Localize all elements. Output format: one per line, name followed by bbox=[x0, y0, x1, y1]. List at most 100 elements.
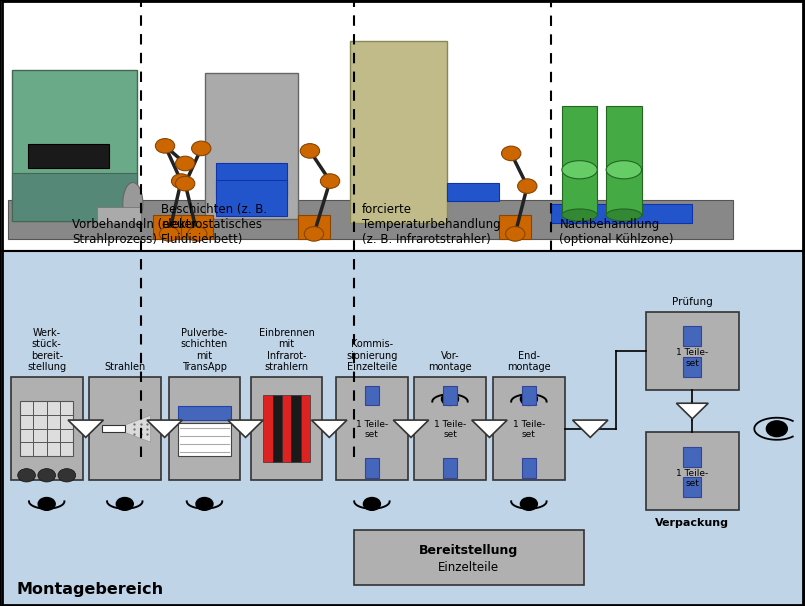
Bar bbox=[20, 402, 73, 456]
Bar bbox=[606, 106, 642, 215]
Bar bbox=[683, 326, 701, 346]
Text: 1 Teile-
set: 1 Teile- set bbox=[434, 419, 466, 439]
Circle shape bbox=[441, 393, 459, 405]
Bar bbox=[683, 478, 701, 498]
Circle shape bbox=[188, 227, 207, 241]
Text: Montagebereich: Montagebereich bbox=[16, 582, 163, 597]
Text: Vorbehandeln (neuer
Strahlprozess): Vorbehandeln (neuer Strahlprozess) bbox=[72, 218, 197, 247]
Text: Prüfung: Prüfung bbox=[672, 297, 712, 307]
Text: 1 Teile-
set: 1 Teile- set bbox=[676, 348, 708, 367]
Bar bbox=[216, 180, 287, 216]
Circle shape bbox=[159, 227, 179, 241]
Circle shape bbox=[304, 227, 324, 241]
Polygon shape bbox=[228, 420, 263, 438]
Circle shape bbox=[766, 421, 787, 436]
Bar bbox=[205, 73, 298, 219]
Bar bbox=[97, 207, 141, 222]
Circle shape bbox=[175, 156, 195, 171]
Circle shape bbox=[320, 174, 340, 188]
Bar bbox=[415, 378, 486, 480]
Circle shape bbox=[171, 174, 191, 188]
Text: End-
montage: End- montage bbox=[507, 351, 551, 373]
Bar bbox=[28, 144, 109, 168]
Ellipse shape bbox=[562, 209, 597, 221]
Bar bbox=[0, 0, 805, 251]
Bar bbox=[646, 311, 739, 390]
Bar bbox=[0, 251, 805, 606]
Bar bbox=[153, 215, 185, 239]
Bar bbox=[89, 378, 161, 480]
Text: 1 Teile-
set: 1 Teile- set bbox=[513, 419, 545, 439]
Bar bbox=[443, 459, 457, 478]
Bar bbox=[263, 396, 273, 462]
Bar bbox=[493, 378, 565, 480]
Text: Kommis-
sionierung
Einzelteile: Kommis- sionierung Einzelteile bbox=[346, 339, 398, 373]
Text: Strahlen: Strahlen bbox=[104, 362, 146, 373]
Bar bbox=[282, 396, 291, 462]
Bar bbox=[562, 106, 597, 215]
Bar bbox=[350, 41, 447, 222]
Bar bbox=[365, 459, 379, 478]
Text: Beschichten (z. B.
elektrostatisches
Fluidisierbett): Beschichten (z. B. elektrostatisches Flu… bbox=[161, 204, 267, 247]
Bar bbox=[291, 396, 300, 462]
Ellipse shape bbox=[562, 161, 597, 179]
Circle shape bbox=[18, 468, 35, 482]
Bar bbox=[169, 378, 240, 480]
Bar bbox=[683, 447, 701, 467]
Bar bbox=[178, 406, 231, 419]
Ellipse shape bbox=[606, 209, 642, 221]
Circle shape bbox=[38, 468, 56, 482]
Polygon shape bbox=[147, 420, 182, 438]
Bar bbox=[646, 432, 739, 510]
Polygon shape bbox=[393, 420, 429, 438]
Circle shape bbox=[38, 498, 56, 510]
Text: Pulverbe-
schichten
mit
TransApp: Pulverbe- schichten mit TransApp bbox=[181, 328, 228, 373]
Circle shape bbox=[506, 227, 525, 241]
Bar bbox=[251, 378, 322, 480]
Circle shape bbox=[155, 139, 175, 153]
Text: 1 Teile-
set: 1 Teile- set bbox=[676, 468, 708, 488]
Text: 1 Teile-
set: 1 Teile- set bbox=[356, 419, 388, 439]
Bar bbox=[443, 386, 457, 405]
Bar bbox=[336, 378, 408, 480]
Bar bbox=[12, 70, 137, 221]
Circle shape bbox=[192, 141, 211, 156]
Bar bbox=[11, 378, 83, 480]
Circle shape bbox=[363, 498, 381, 510]
Polygon shape bbox=[68, 420, 103, 438]
Polygon shape bbox=[572, 420, 608, 438]
Text: Einzelteile: Einzelteile bbox=[439, 561, 499, 574]
Circle shape bbox=[116, 498, 134, 510]
Bar bbox=[300, 396, 310, 462]
Circle shape bbox=[520, 393, 538, 405]
Text: Nachbehandlung
(optional Kühlzone): Nachbehandlung (optional Kühlzone) bbox=[559, 218, 674, 247]
Circle shape bbox=[518, 179, 537, 193]
Bar bbox=[181, 215, 213, 239]
Polygon shape bbox=[676, 403, 708, 419]
Text: Vor-
montage: Vor- montage bbox=[428, 351, 472, 373]
Bar bbox=[683, 357, 701, 377]
Text: Einbrennen
mit
Infrarot-
strahlern: Einbrennen mit Infrarot- strahlern bbox=[258, 328, 315, 373]
Bar bbox=[216, 163, 287, 196]
Text: Bereitstellung: Bereitstellung bbox=[419, 544, 518, 557]
Polygon shape bbox=[472, 420, 507, 438]
Text: Werk-
stück-
bereit-
stellung: Werk- stück- bereit- stellung bbox=[27, 328, 66, 373]
Bar bbox=[178, 423, 231, 456]
Bar bbox=[551, 204, 692, 222]
Bar bbox=[12, 173, 137, 221]
Bar bbox=[298, 215, 330, 239]
Circle shape bbox=[520, 498, 538, 510]
Polygon shape bbox=[125, 416, 151, 442]
Bar bbox=[522, 386, 536, 405]
Circle shape bbox=[175, 176, 195, 191]
Circle shape bbox=[300, 144, 320, 158]
Circle shape bbox=[502, 146, 521, 161]
Bar bbox=[102, 425, 125, 433]
Ellipse shape bbox=[122, 182, 143, 225]
Text: Verpackung: Verpackung bbox=[655, 518, 729, 528]
Bar bbox=[365, 386, 379, 405]
Bar bbox=[354, 530, 584, 585]
Circle shape bbox=[196, 498, 213, 510]
Ellipse shape bbox=[606, 161, 642, 179]
Circle shape bbox=[58, 468, 76, 482]
